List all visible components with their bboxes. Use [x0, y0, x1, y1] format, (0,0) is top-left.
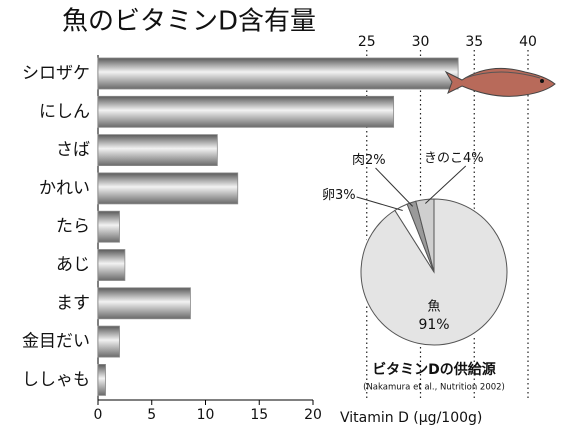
- bar: [97, 57, 459, 90]
- bar: [97, 210, 120, 243]
- bar: [97, 95, 395, 128]
- pie-slice: [415, 198, 435, 273]
- pie-label-name: 肉: [352, 153, 365, 168]
- pie-value-label: 91%: [418, 317, 449, 333]
- x-tick-label: 10: [197, 407, 215, 423]
- y-tick-label: たら: [56, 217, 90, 237]
- salmon-icon: [444, 67, 556, 97]
- bar: [97, 363, 106, 396]
- leader-line: [356, 196, 403, 212]
- pie-value-label: 3%: [335, 188, 356, 203]
- y-tick-label: あじ: [56, 255, 90, 275]
- y-tick-label: さば: [56, 140, 90, 160]
- y-tick-label: ししゃも: [22, 370, 90, 390]
- bar: [97, 325, 120, 358]
- bar: [97, 172, 239, 205]
- leader-line: [375, 167, 414, 207]
- chart-title: 魚のビタミンD含有量: [62, 7, 316, 37]
- x-tick-label: 40: [519, 34, 537, 50]
- x-tick-label: 35: [465, 34, 483, 50]
- x-axis-label: Vitamin D (μg/100g): [340, 410, 482, 426]
- pie-value-label: 4%: [463, 151, 484, 166]
- pie-label-name: きのこ: [424, 151, 463, 166]
- x-tick-label: 5: [147, 407, 156, 423]
- bar: [97, 134, 218, 167]
- y-tick-label: ます: [56, 293, 90, 313]
- pie-label-name: 卵: [322, 188, 335, 203]
- y-tick-label: 金目だい: [22, 332, 90, 352]
- pie-value-label: 2%: [365, 153, 386, 168]
- x-tick-label: 20: [304, 407, 322, 423]
- x-tick-label: 25: [358, 34, 376, 50]
- y-tick-label: にしん: [39, 102, 90, 122]
- leader-line: [425, 165, 467, 204]
- pie-label: きのこ4%: [424, 151, 484, 166]
- y-tick-label: シロザケ: [22, 64, 90, 84]
- x-tick-label: 30: [412, 34, 430, 50]
- pie-source: (Nakamura et al., Nutrition 2002): [363, 383, 505, 393]
- pie-label: 卵3%: [322, 188, 356, 203]
- pie-title: ビタミンDの供給源: [372, 361, 496, 378]
- bar: [97, 249, 126, 281]
- x-tick-label: 0: [94, 407, 103, 423]
- x-tick-label: 15: [250, 407, 268, 423]
- y-tick-label: かれい: [39, 178, 90, 198]
- pie-label: 魚: [427, 300, 440, 315]
- bar: [97, 287, 191, 320]
- pie-label: 肉2%: [352, 153, 386, 168]
